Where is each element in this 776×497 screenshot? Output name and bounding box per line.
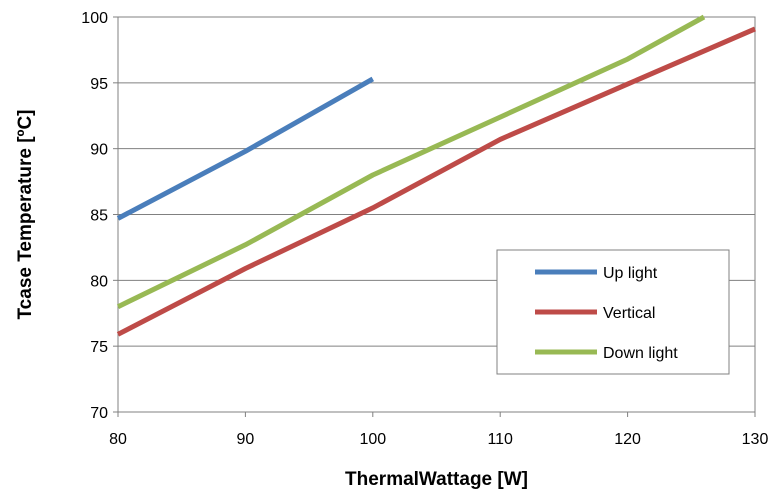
x-tick-label: 130 xyxy=(742,431,769,448)
x-tick-label: 110 xyxy=(487,431,513,448)
y-axis-ticks: 70 75 80 85 90 95 100 xyxy=(81,10,118,422)
legend-label: Up light xyxy=(603,265,658,282)
y-tick-label: 90 xyxy=(90,142,108,159)
y-axis-title: Tcase Temperature [ºC] xyxy=(15,109,36,319)
series-line-up-light xyxy=(116,76,375,221)
x-tick-label: 120 xyxy=(614,431,641,448)
series-line-vertical xyxy=(116,26,756,337)
y-tick-label: 85 xyxy=(90,208,108,225)
x-axis-ticks: 80 90 100 110 120 130 xyxy=(109,412,768,448)
series-lines xyxy=(116,14,756,337)
y-tick-label: 80 xyxy=(90,273,108,290)
legend-label: Down light xyxy=(603,345,678,362)
y-tick-label: 95 xyxy=(90,76,108,93)
series-line-down-light xyxy=(116,14,706,309)
y-tick-label: 75 xyxy=(90,339,108,356)
legend-label: Vertical xyxy=(603,305,655,322)
x-axis-title: ThermalWattage [W] xyxy=(345,469,528,490)
y-tick-label: 100 xyxy=(81,10,108,27)
x-tick-label: 80 xyxy=(109,431,127,448)
legend: Up light Vertical Down light xyxy=(496,249,730,375)
x-tick-label: 100 xyxy=(359,431,386,448)
y-tick-label: 70 xyxy=(90,405,108,422)
x-tick-label: 90 xyxy=(237,431,255,448)
